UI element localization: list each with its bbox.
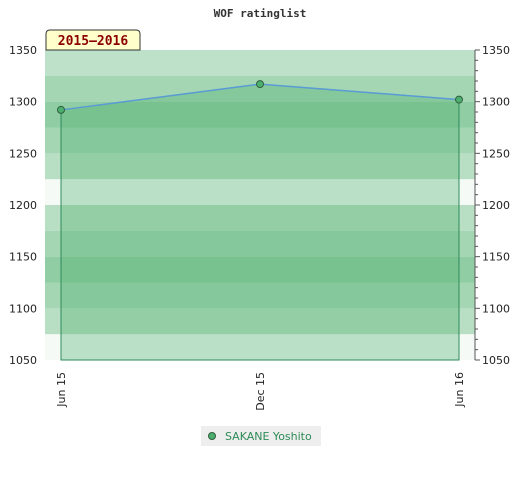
legend-box — [201, 426, 321, 446]
y-axis-right: 1050 1100 1150 1200 1250 1300 1350 — [474, 44, 510, 367]
area-fill — [60, 83, 460, 361]
background-band — [45, 230, 475, 257]
x-tick-label: Dec 15 — [254, 372, 267, 411]
y-tick-label-right: 1050 — [482, 354, 510, 367]
y-tick-label-left: 1300 — [9, 96, 37, 109]
season-label: 2015–2016 — [58, 34, 129, 49]
chart-title: WOF ratinglist — [214, 7, 307, 20]
y-tick-label-left: 1100 — [9, 302, 37, 315]
y-tick-label-left: 1250 — [9, 147, 37, 160]
background-band — [45, 308, 475, 335]
season-badge: 2015–2016 — [45, 29, 141, 51]
x-tick-label: Jun 16 — [453, 372, 466, 408]
legend-series-label: SAKANE Yoshito — [225, 430, 312, 443]
y-tick-label-right: 1300 — [482, 96, 510, 109]
background-band — [45, 179, 475, 205]
background-band — [45, 127, 475, 154]
y-tick-label-right: 1200 — [482, 199, 510, 212]
background-bands — [45, 50, 475, 360]
data-point — [256, 80, 264, 89]
y-tick-label-right: 1150 — [482, 251, 510, 264]
background-band — [45, 153, 475, 180]
data-point — [455, 95, 463, 104]
x-axis: Jun 15 Dec 15 Jun 16 — [55, 372, 466, 411]
y-tick-label-right: 1100 — [482, 302, 510, 315]
background-band — [45, 50, 475, 76]
data-points — [57, 80, 463, 114]
background-band — [45, 205, 475, 231]
y-tick-label-left: 1200 — [9, 199, 37, 212]
y-tick-label-left: 1150 — [9, 251, 37, 264]
x-tick-label: Jun 15 — [55, 372, 68, 408]
background-band — [45, 256, 475, 283]
background-band — [45, 282, 475, 309]
y-tick-label-right: 1250 — [482, 147, 510, 160]
area-fill-layer — [60, 83, 460, 361]
legend-marker-icon — [208, 432, 216, 440]
season-badge-box — [45, 29, 141, 51]
y-tick-label-left: 1350 — [9, 44, 37, 57]
legend[interactable]: SAKANE Yoshito — [201, 426, 321, 446]
data-point — [57, 105, 65, 114]
y-axis-left: 1050 1100 1150 1200 1250 1300 1350 — [9, 44, 37, 367]
background-band — [45, 101, 475, 128]
y-tick-label-right: 1350 — [482, 44, 510, 57]
background-band — [45, 334, 475, 360]
y-tick-label-left: 1050 — [9, 354, 37, 367]
